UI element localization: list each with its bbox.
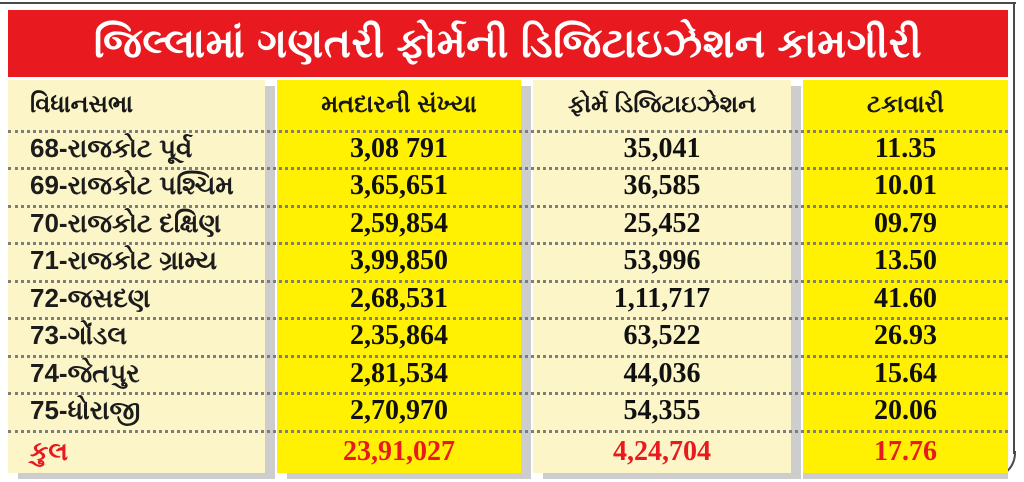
digitized-cell: 63,522 bbox=[623, 320, 701, 352]
constituency-cell: 74-જેતપુર bbox=[30, 357, 140, 388]
row-separator-line bbox=[8, 130, 1008, 133]
total-percentage: 17.76 bbox=[874, 435, 937, 467]
constituency-cell: 72-જસદણ bbox=[30, 282, 151, 313]
row-separator-line bbox=[8, 430, 1008, 433]
total-label: કુલ bbox=[30, 435, 69, 466]
total-voters: 23,91,027 bbox=[343, 435, 455, 467]
constituency-cell: 73-ગોંડલ bbox=[30, 320, 127, 351]
digitized-cell: 36,585 bbox=[623, 170, 701, 202]
voters-cell: 3,99,850 bbox=[350, 245, 448, 277]
voters-header: મતદારની સંખ્યા bbox=[321, 91, 477, 118]
constituency-cell: 75-ધોરાજી bbox=[30, 395, 141, 426]
digitized-cell: 35,041 bbox=[623, 132, 701, 164]
digitized-cell: 44,036 bbox=[623, 357, 701, 389]
constituency-cell: 70-રાજકોટ દક્ષિણ bbox=[30, 207, 222, 238]
digitized-cell: 25,452 bbox=[623, 207, 701, 239]
percentage-cell: 09.79 bbox=[874, 207, 937, 239]
column-voters: મતદારની સંખ્યા 3,08 791 3,65,651 2,59,85… bbox=[277, 80, 521, 473]
frame-right-line bbox=[1013, 3, 1015, 454]
voters-cell: 2,35,864 bbox=[350, 320, 448, 352]
voters-cell: 3,08 791 bbox=[350, 132, 448, 164]
voters-cell: 2,68,531 bbox=[350, 282, 448, 314]
voters-cell: 2,70,970 bbox=[350, 395, 448, 427]
total-digitized: 4,24,704 bbox=[613, 435, 711, 467]
row-separator-line bbox=[8, 280, 1008, 283]
digitized-cell: 54,355 bbox=[623, 395, 701, 427]
row-separator-line bbox=[8, 317, 1008, 320]
row-separator-line bbox=[8, 205, 1008, 208]
percentage-cell: 20.06 bbox=[874, 395, 937, 427]
percentage-cell: 15.64 bbox=[874, 357, 937, 389]
constituency-cell: 71-રાજકોટ ગ્રામ્ય bbox=[30, 245, 218, 276]
row-separator-line bbox=[8, 167, 1008, 170]
voters-cell: 2,59,854 bbox=[350, 207, 448, 239]
digitized-header: ફોર્મ ડિજિટાઇઝેશન bbox=[567, 91, 757, 118]
title-banner: જિલ્લામાં ગણતરી ફોર્મની ડિજિટાઇઝેશન કામગ… bbox=[8, 10, 1008, 77]
voters-cell: 2,81,534 bbox=[350, 357, 448, 389]
percentage-header: ટકાવારી bbox=[867, 91, 944, 118]
percentage-cell: 11.35 bbox=[874, 132, 937, 164]
row-separator-line bbox=[8, 392, 1008, 395]
constituency-cell: 69-રાજકોટ પશ્ચિમ bbox=[30, 170, 234, 201]
digitized-cell: 53,996 bbox=[623, 245, 701, 277]
column-percentage: ટકાવારી 11.35 10.01 09.79 13.50 41.60 26… bbox=[803, 80, 1008, 473]
percentage-cell: 26.93 bbox=[874, 320, 937, 352]
digitized-cell: 1,11,717 bbox=[613, 282, 711, 314]
row-separator-line bbox=[8, 242, 1008, 245]
page-title: જિલ્લામાં ગણતરી ફોર્મની ડિજિટાઇઝેશન કામગ… bbox=[93, 19, 923, 66]
constituency-cell: 68-રાજકોટ પૂર્વ bbox=[30, 132, 193, 163]
constituency-header: વિધાનસભા bbox=[30, 91, 134, 118]
frame-top-line bbox=[0, 2, 1016, 4]
percentage-cell: 13.50 bbox=[874, 245, 937, 277]
voters-cell: 3,65,651 bbox=[350, 170, 448, 202]
percentage-cell: 10.01 bbox=[874, 170, 937, 202]
percentage-cell: 41.60 bbox=[874, 282, 937, 314]
column-digitized: ફોર્મ ડિજિટાઇઝેશન 35,041 36,585 25,452 5… bbox=[533, 80, 791, 473]
row-separator-line bbox=[8, 355, 1008, 358]
column-constituency: વિધાનસભા 68-રાજકોટ પૂર્વ 69-રાજકોટ પશ્ચિ… bbox=[8, 80, 265, 473]
